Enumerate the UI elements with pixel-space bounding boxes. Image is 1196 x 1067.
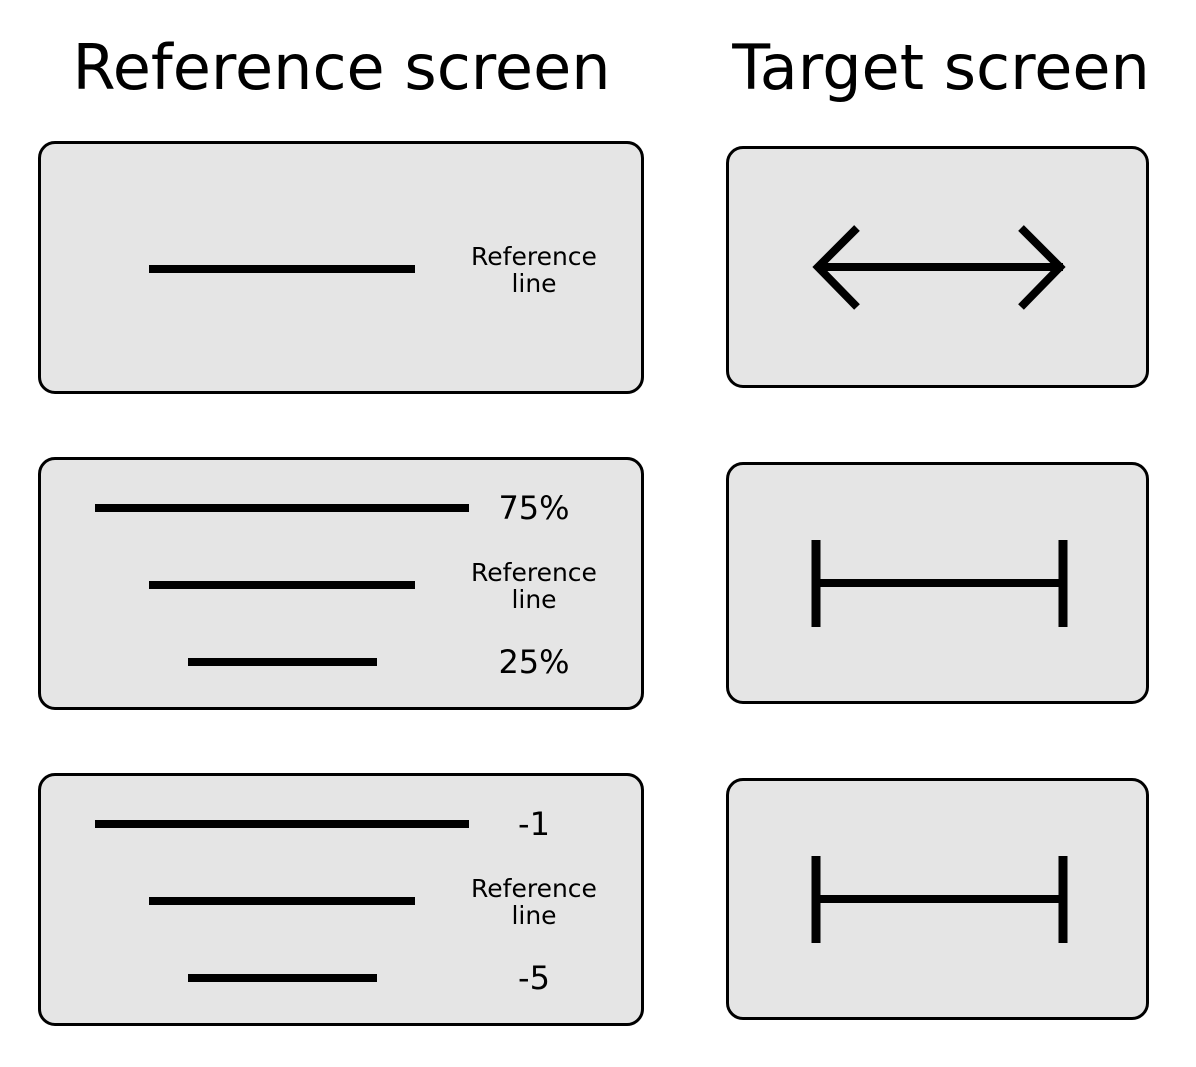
target-panel-2 (726, 462, 1149, 704)
target-panel-1 (726, 146, 1149, 388)
reference-line-label-word: line (511, 901, 557, 930)
target-screen-heading: Target screen (732, 31, 1150, 104)
reference-line-label: Reference line (461, 243, 607, 297)
lower-line-value: -5 (518, 959, 550, 997)
h-bar-interval-icon (811, 856, 1068, 943)
reference-line (149, 897, 415, 905)
lower-line (188, 974, 377, 982)
upper-line (95, 504, 469, 512)
h-bar-interval-icon (811, 540, 1068, 627)
reference-line-label: Reference line (461, 875, 607, 929)
upper-line-value: 75% (498, 489, 570, 527)
reference-line-label-word: Reference (471, 558, 597, 587)
reference-line-label-word: Reference (471, 242, 597, 271)
reference-line (149, 581, 415, 589)
reference-line-label-word: Reference (471, 874, 597, 903)
reference-panel-1: Reference line (38, 141, 644, 394)
lower-line-value: 25% (498, 643, 570, 681)
upper-line (95, 820, 469, 828)
upper-line-value: -1 (518, 805, 550, 843)
reference-line-label-word: line (511, 269, 557, 298)
reference-panel-2: 75% Reference line 25% (38, 457, 644, 710)
arrow-right-head (1018, 225, 1066, 310)
reference-screen-heading: Reference screen (72, 31, 611, 104)
reference-line (149, 265, 415, 273)
arrow-left-head (812, 225, 860, 310)
reference-line-label: Reference line (461, 559, 607, 613)
target-panel-3 (726, 778, 1149, 1020)
reference-panel-3: -1 Reference line -5 (38, 773, 644, 1026)
double-headed-arrow-icon (812, 225, 1066, 310)
reference-line-label-word: line (511, 585, 557, 614)
lower-line (188, 658, 377, 666)
